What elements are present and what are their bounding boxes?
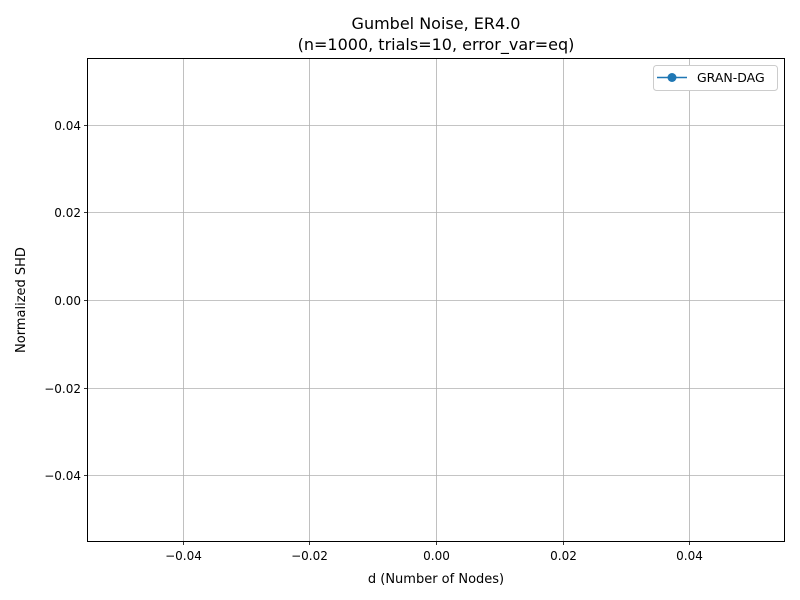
x-tick-label: −0.02: [291, 549, 328, 563]
y-tick-label: 0.00: [54, 294, 81, 308]
x-tick-label: 0.00: [423, 549, 450, 563]
y-tick-label: 0.02: [54, 206, 81, 220]
y-tick-label: −0.02: [44, 382, 81, 396]
y-axis-ticks: −0.04 −0.02 0.00 0.02 0.04: [44, 119, 88, 483]
x-tick-label: 0.04: [676, 549, 703, 563]
x-axis-label: d (Number of Nodes): [368, 572, 504, 587]
y-tick-label: 0.04: [54, 119, 81, 133]
x-axis-ticks: −0.04 −0.02 0.00 0.02 0.04: [165, 541, 703, 563]
chart-subtitle: (n=1000, trials=10, error_var=eq): [298, 35, 575, 55]
x-tick-label: −0.04: [165, 549, 202, 563]
legend-box: [653, 65, 778, 91]
grid: [88, 59, 784, 541]
y-axis-label: Normalized SHD: [14, 247, 29, 353]
legend-marker-swatch: [667, 73, 677, 82]
plot-frame: [87, 58, 785, 542]
x-tick-label: 0.02: [550, 549, 577, 563]
chart-title: Gumbel Noise, ER4.0: [352, 14, 521, 33]
y-tick-label: −0.04: [44, 469, 81, 483]
legend-label-gran-dag: GRAN-DAG: [697, 70, 765, 85]
legend: GRAN-DAG: [653, 65, 778, 91]
